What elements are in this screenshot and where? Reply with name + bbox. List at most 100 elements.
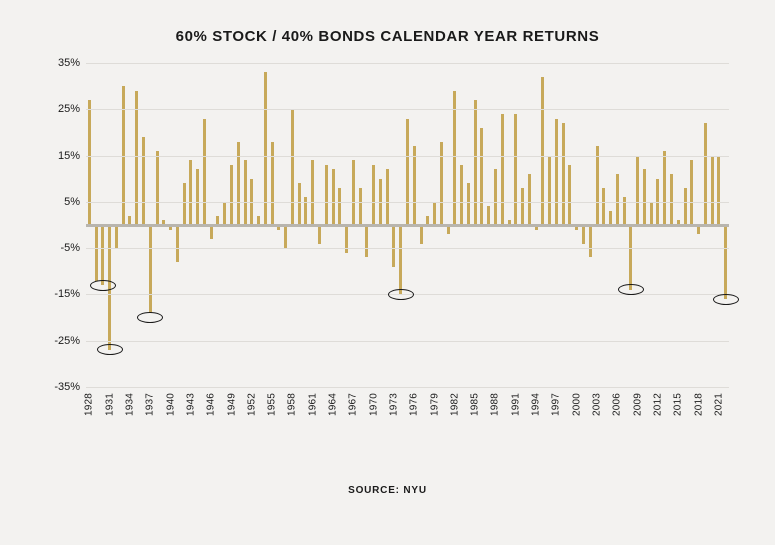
- bar: [88, 100, 91, 225]
- y-axis-label: 25%: [58, 103, 80, 115]
- x-axis-label: 1964: [328, 393, 339, 416]
- bar: [420, 225, 423, 244]
- x-axis-label: 1946: [206, 393, 217, 416]
- bar: [616, 174, 619, 225]
- chart-container: 60% STOCK / 40% BONDS CALENDAR YEAR RETU…: [0, 0, 775, 545]
- bar: [392, 225, 395, 267]
- bar: [636, 156, 639, 225]
- bar: [704, 123, 707, 225]
- bar: [108, 225, 111, 350]
- bar: [670, 174, 673, 225]
- bar: [643, 169, 646, 225]
- bar: [325, 165, 328, 225]
- bar: [596, 146, 599, 225]
- bar: [142, 137, 145, 225]
- bar: [663, 151, 666, 225]
- bar: [332, 169, 335, 225]
- bar: [684, 188, 687, 225]
- bar: [521, 188, 524, 225]
- x-axis-label: 1961: [307, 393, 318, 416]
- x-axis-label: 2009: [632, 393, 643, 416]
- bar: [501, 114, 504, 225]
- gridline: [86, 387, 729, 388]
- bar: [318, 225, 321, 244]
- bar: [555, 119, 558, 225]
- bar: [244, 160, 247, 225]
- x-axis-label: 1970: [368, 393, 379, 416]
- bar: [717, 156, 720, 225]
- bar: [176, 225, 179, 262]
- bar: [189, 160, 192, 225]
- bar: [183, 183, 186, 225]
- x-axis-label: 1952: [246, 393, 257, 416]
- bar: [284, 225, 287, 248]
- x-axis-label: 1985: [470, 393, 481, 416]
- bar: [562, 123, 565, 225]
- x-axis-label: 2000: [571, 393, 582, 416]
- bar: [359, 188, 362, 225]
- x-axis-label: 2006: [612, 393, 623, 416]
- bar: [413, 146, 416, 225]
- x-axis-label: 1994: [531, 393, 542, 416]
- x-axis-label: 2021: [713, 393, 724, 416]
- bar: [135, 91, 138, 225]
- x-axis-label: 1937: [145, 393, 156, 416]
- x-axis-label: 1955: [267, 393, 278, 416]
- bar: [115, 225, 118, 248]
- bar: [528, 174, 531, 225]
- chart-source: SOURCE: NYU: [40, 485, 735, 496]
- bar: [494, 169, 497, 225]
- bar: [149, 225, 152, 313]
- bar: [95, 225, 98, 281]
- bar: [203, 119, 206, 225]
- x-axis-label: 1940: [165, 393, 176, 416]
- bar: [568, 165, 571, 225]
- bar: [365, 225, 368, 257]
- bar: [487, 206, 490, 225]
- x-axis-label: 1934: [124, 393, 135, 416]
- bar: [629, 225, 632, 290]
- x-axis-label: 1967: [348, 393, 359, 416]
- y-axis-label: -5%: [60, 242, 80, 254]
- bar: [711, 156, 714, 225]
- x-axis-label: 1982: [449, 393, 460, 416]
- x-axis-label: 1973: [388, 393, 399, 416]
- x-axis-label: 1997: [551, 393, 562, 416]
- chart-title: 60% STOCK / 40% BONDS CALENDAR YEAR RETU…: [40, 28, 735, 45]
- gridline: [86, 156, 729, 157]
- bar: [440, 142, 443, 225]
- x-axis-label: 2018: [693, 393, 704, 416]
- bar: [433, 202, 436, 225]
- bar: [196, 169, 199, 225]
- bar: [690, 160, 693, 225]
- gridline: [86, 202, 729, 203]
- x-axis-label: 1943: [185, 393, 196, 416]
- bar: [237, 142, 240, 225]
- y-axis-label: -15%: [54, 288, 80, 300]
- bar: [338, 188, 341, 225]
- zero-line: [86, 224, 729, 227]
- y-axis-label: -35%: [54, 381, 80, 393]
- bar: [291, 109, 294, 225]
- gridline: [86, 294, 729, 295]
- bar: [230, 165, 233, 225]
- x-axis-label: 1958: [287, 393, 298, 416]
- gridline: [86, 341, 729, 342]
- bar: [460, 165, 463, 225]
- bar: [223, 202, 226, 225]
- y-axis-label: 35%: [58, 57, 80, 69]
- gridline: [86, 248, 729, 249]
- bar: [453, 91, 456, 225]
- x-axis-label: 1949: [226, 393, 237, 416]
- bar: [406, 119, 409, 225]
- x-axis-label: 1988: [490, 393, 501, 416]
- bar: [650, 202, 653, 225]
- bar: [210, 225, 213, 239]
- x-axis-label: 1991: [510, 393, 521, 416]
- x-axis-label: 2012: [652, 393, 663, 416]
- bar: [156, 151, 159, 225]
- bar: [399, 225, 402, 294]
- gridline: [86, 63, 729, 64]
- plot-area: -35%-25%-15%-5%5%15%25%35%19281931193419…: [86, 63, 729, 387]
- bar: [514, 114, 517, 225]
